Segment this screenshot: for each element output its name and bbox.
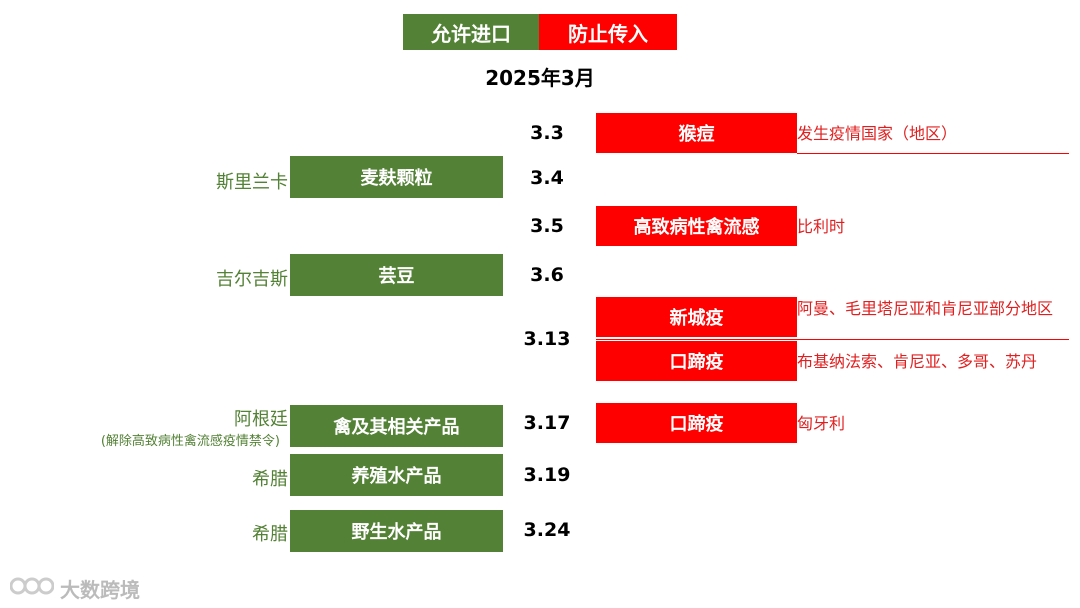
legend-prevent: 防止传入 [539,14,677,50]
date-label: 3.4 [530,167,564,189]
disease-name: 猴痘 [596,113,797,153]
legend-allow: 允许进口 [403,14,539,50]
disease-region: 比利时 [797,217,846,236]
import-product: 芸豆 [290,254,503,296]
logo-icon [9,574,55,603]
import-product: 麦麸颗粒 [290,156,503,198]
disease-region: 布基纳法索、肯尼亚、多哥、苏丹 [797,352,1038,371]
disease-name: 口蹄疫 [596,403,797,443]
page-title: 2025年3月 [485,66,595,90]
import-country: 斯里兰卡 [216,172,288,193]
import-product: 野生水产品 [290,510,503,552]
watermark: 大数跨境 [9,574,140,603]
disease-name: 新城疫 [596,297,797,337]
disease-region: 匈牙利 [797,414,846,433]
import-country: 吉尔吉斯 [216,269,288,290]
watermark-text: 大数跨境 [60,578,140,602]
date-label: 3.13 [523,328,571,350]
row-divider [797,153,1069,154]
date-label: 3.24 [523,519,571,541]
import-country: 希腊 [252,469,288,490]
date-label: 3.5 [530,215,564,237]
date-label: 3.6 [530,264,564,286]
import-country: 希腊 [252,524,288,545]
date-label: 3.17 [523,412,571,434]
import-note: (解除高致病性禽流感疫情禁令) [100,434,280,449]
date-label: 3.19 [523,464,571,486]
disease-region: 阿曼、毛里塔尼亚和肯尼亚部分地区 [797,299,1054,318]
row-divider [596,339,1069,340]
disease-region: 发生疫情国家（地区） [797,124,958,143]
import-product: 禽及其相关产品 [290,405,503,447]
date-label: 3.3 [530,122,564,144]
disease-name: 高致病性禽流感 [596,206,797,246]
disease-name: 口蹄疫 [596,341,797,381]
import-country: 阿根廷 [234,409,288,430]
import-product: 养殖水产品 [290,454,503,496]
